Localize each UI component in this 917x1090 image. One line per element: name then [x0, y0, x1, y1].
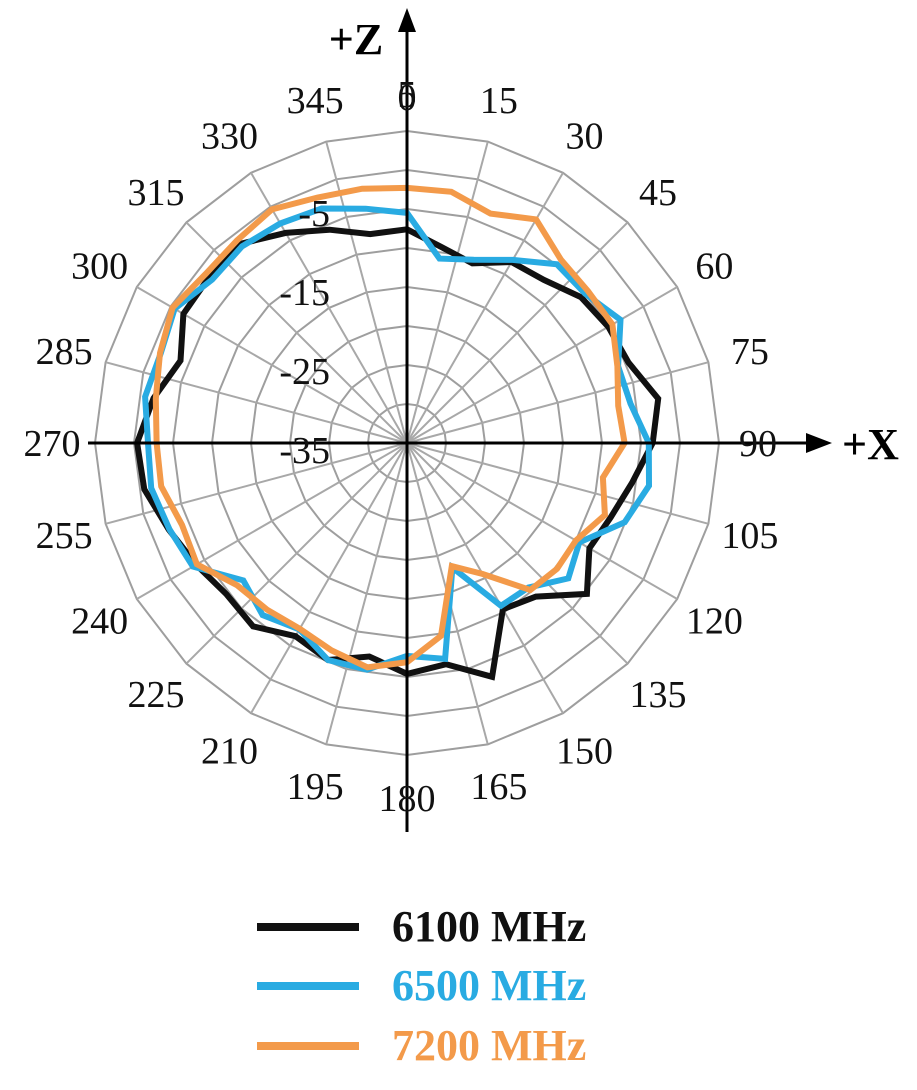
angular-tick-label: 150 — [556, 730, 613, 772]
angular-grid-spoke — [325, 442, 408, 745]
angular-tick-label: 0 — [398, 77, 417, 119]
angular-tick-label: 210 — [201, 730, 258, 772]
angular-tick-label: 135 — [630, 674, 687, 716]
angular-grid-spoke — [406, 141, 489, 444]
angular-tick-label: 105 — [721, 515, 778, 557]
angular-tick-label: 330 — [201, 116, 258, 158]
angular-grid-spoke — [406, 442, 678, 600]
legend-label: 6500 MHz — [392, 961, 586, 1010]
angular-grid-spoke — [250, 172, 408, 444]
angular-grid-spoke — [406, 221, 629, 444]
axes-layer — [88, 8, 832, 832]
angular-tick-label: 90 — [739, 423, 777, 465]
angular-grid-spoke — [406, 361, 709, 444]
angular-tick-label: 225 — [128, 674, 185, 716]
angular-tick-label: 300 — [71, 246, 128, 288]
label-layer: +Z +X 5 -5 -15 -25 -35 0 15 30 45 60 75 90 105 120 135 15… — [24, 15, 900, 820]
angular-grid-spoke — [406, 442, 564, 714]
legend-label: 7200 MHz — [392, 1021, 586, 1070]
angular-grid-spoke — [406, 442, 709, 525]
angular-grid-spoke — [136, 442, 408, 600]
angular-tick-label: 285 — [36, 331, 93, 373]
angular-tick-label: 75 — [731, 331, 769, 373]
angular-grid-spoke — [406, 286, 678, 444]
angular-tick-label: 30 — [566, 116, 604, 158]
x-axis-label: +X — [842, 420, 899, 469]
legend: 6100 MHz 6500 MHz 7200 MHz — [257, 902, 586, 1070]
x-axis-arrow — [806, 433, 832, 453]
z-axis-arrow — [398, 8, 416, 32]
angular-tick-label: 315 — [128, 172, 185, 214]
angular-tick-label: 240 — [71, 601, 128, 643]
angular-grid-spoke — [406, 442, 629, 665]
angular-tick-label: 255 — [36, 515, 93, 557]
angular-tick-label: 60 — [695, 246, 733, 288]
angular-tick-label: 120 — [686, 601, 743, 643]
radial-tick-label: 5 — [398, 74, 417, 116]
radial-tick-label: -15 — [279, 272, 330, 314]
angular-tick-label: 195 — [287, 766, 344, 808]
angular-tick-label: 15 — [480, 80, 518, 122]
angular-grid-spoke — [250, 442, 408, 714]
angular-tick-label: 180 — [379, 778, 436, 820]
angular-tick-label: 345 — [287, 80, 344, 122]
z-axis-label: +Z — [329, 15, 383, 64]
angular-tick-label: 270 — [24, 423, 81, 465]
angular-grid-spoke — [185, 442, 408, 665]
angular-tick-label: 165 — [470, 766, 527, 808]
angular-tick-label: 45 — [639, 172, 677, 214]
radial-tick-label: -5 — [298, 193, 330, 235]
legend-label: 6100 MHz — [392, 902, 586, 951]
radial-tick-label: -25 — [279, 351, 330, 393]
radial-tick-label: -35 — [279, 430, 330, 472]
